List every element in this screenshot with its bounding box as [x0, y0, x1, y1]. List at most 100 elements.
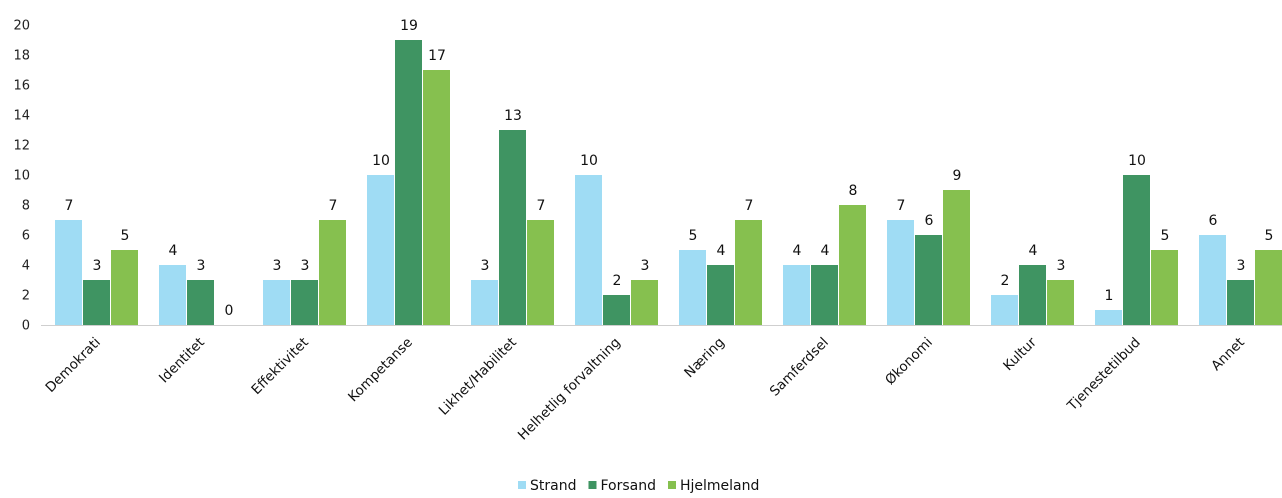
- data-label-forsand-9: 4: [1029, 243, 1038, 259]
- data-label-hjelmeland-0: 5: [121, 228, 130, 244]
- legend-label-strand: Strand: [530, 478, 576, 494]
- bar-hjelmeland-6: [735, 220, 762, 325]
- bar-strand-1: [159, 265, 186, 325]
- category-label-10: Tjenestetilbud: [1064, 335, 1144, 415]
- data-label-forsand-5: 2: [613, 273, 622, 289]
- bar-forsand-8: [915, 235, 942, 325]
- bar-strand-4: [471, 280, 498, 325]
- data-label-forsand-10: 10: [1128, 153, 1146, 169]
- category-label-6: Næring: [681, 335, 728, 382]
- x-axis: Demokrati Identitet Effektivitet Kompetanse…: [41, 325, 1282, 444]
- category-label-9: Kultur: [1000, 334, 1040, 374]
- bar-strand-2: [263, 280, 290, 325]
- data-label-hjelmeland-5: 3: [641, 258, 650, 274]
- bar-forsand-5: [603, 295, 630, 325]
- bar-forsand-9: [1019, 265, 1046, 325]
- data-label-hjelmeland-10: 5: [1161, 228, 1170, 244]
- bar-strand-5: [575, 175, 602, 325]
- bar-hjelmeland-8: [943, 190, 970, 325]
- data-label-hjelmeland-11: 5: [1265, 228, 1274, 244]
- bar-hjelmeland-5: [631, 280, 658, 325]
- bar-strand-6: [679, 250, 706, 325]
- data-label-forsand-7: 4: [821, 243, 830, 259]
- data-label-forsand-2: 3: [301, 258, 310, 274]
- bar-forsand-7: [811, 265, 838, 325]
- y-tick-label-14: 14: [13, 109, 30, 124]
- bar-forsand-4: [499, 130, 526, 325]
- category-label-11: Annet: [1208, 335, 1248, 375]
- data-label-strand-6: 5: [689, 228, 698, 244]
- data-label-strand-4: 3: [481, 258, 490, 274]
- bar-forsand-3: [395, 40, 422, 325]
- bar-forsand-0: [83, 280, 110, 325]
- y-tick-label-10: 10: [13, 169, 30, 184]
- bar-forsand-2: [291, 280, 318, 325]
- data-label-forsand-0: 3: [93, 258, 102, 274]
- data-label-strand-10: 1: [1105, 288, 1114, 304]
- data-label-hjelmeland-2: 7: [329, 198, 338, 214]
- data-label-hjelmeland-1: 0: [225, 303, 234, 319]
- data-label-strand-8: 7: [897, 198, 906, 214]
- data-label-forsand-11: 3: [1237, 258, 1246, 274]
- bar-strand-10: [1095, 310, 1122, 325]
- data-label-forsand-1: 3: [197, 258, 206, 274]
- data-label-strand-3: 10: [372, 153, 390, 169]
- category-label-8: Økonomi: [882, 335, 936, 389]
- legend-label-forsand: Forsand: [600, 478, 656, 494]
- category-label-5: Helhetlig forvaltning: [515, 335, 624, 444]
- bar-hjelmeland-10: [1151, 250, 1178, 325]
- data-label-hjelmeland-4: 7: [537, 198, 546, 214]
- bar-hjelmeland-7: [839, 205, 866, 325]
- y-tick-label-4: 4: [22, 259, 30, 274]
- category-label-7: Samferdsel: [767, 335, 832, 400]
- category-label-1: Identitet: [156, 335, 208, 387]
- legend-label-hjelmeland: Hjelmeland: [680, 478, 759, 494]
- data-label-hjelmeland-6: 7: [745, 198, 754, 214]
- bar-strand-8: [887, 220, 914, 325]
- bar-strand-7: [783, 265, 810, 325]
- category-label-4: Likhet/Habilitet: [436, 335, 520, 419]
- data-label-forsand-8: 6: [925, 213, 934, 229]
- y-tick-label-20: 20: [13, 19, 30, 34]
- data-label-strand-9: 2: [1001, 273, 1010, 289]
- data-label-hjelmeland-8: 9: [953, 168, 962, 184]
- data-label-hjelmeland-7: 8: [849, 183, 858, 199]
- data-label-forsand-4: 13: [504, 108, 522, 124]
- legend: Strand Forsand Hjelmeland: [518, 478, 759, 494]
- bar-hjelmeland-3: [423, 70, 450, 325]
- y-tick-label-6: 6: [22, 229, 30, 244]
- data-label-hjelmeland-9: 3: [1057, 258, 1066, 274]
- bar-strand-11: [1199, 235, 1226, 325]
- y-tick-label-12: 12: [13, 139, 30, 154]
- data-label-strand-5: 10: [580, 153, 598, 169]
- y-tick-label-18: 18: [13, 49, 30, 64]
- data-label-forsand-3: 19: [400, 18, 418, 34]
- y-axis: 0 2 4 6 8 10 12 14 16 18 20: [13, 19, 30, 334]
- bar-forsand-10: [1123, 175, 1150, 325]
- y-tick-label-8: 8: [22, 199, 30, 214]
- data-label-strand-0: 7: [65, 198, 74, 214]
- data-label-strand-11: 6: [1209, 213, 1218, 229]
- data-label-hjelmeland-3: 17: [428, 48, 446, 64]
- bar-strand-9: [991, 295, 1018, 325]
- bar-hjelmeland-0: [111, 250, 138, 325]
- bar-hjelmeland-11: [1255, 250, 1282, 325]
- legend-swatch-strand: [518, 481, 526, 489]
- bar-strand-3: [367, 175, 394, 325]
- data-labels-group: 7 3 5 4 3 0 3 3 7 10 19 17 3 13 7 10 2 3 5 4 7 4 4 8 7 6 9 2 4 3 1 10 5 6…: [65, 18, 1274, 319]
- bar-hjelmeland-4: [527, 220, 554, 325]
- data-label-strand-2: 3: [273, 258, 282, 274]
- legend-swatch-hjelmeland: [668, 481, 676, 489]
- bar-forsand-11: [1227, 280, 1254, 325]
- bar-hjelmeland-9: [1047, 280, 1074, 325]
- bar-strand-0: [55, 220, 82, 325]
- bar-forsand-1: [187, 280, 214, 325]
- category-label-2: Effektivitet: [248, 335, 311, 398]
- y-tick-label-2: 2: [22, 289, 30, 304]
- bar-hjelmeland-2: [319, 220, 346, 325]
- legend-swatch-forsand: [588, 481, 597, 489]
- data-label-strand-1: 4: [169, 243, 178, 259]
- bar-forsand-6: [707, 265, 734, 325]
